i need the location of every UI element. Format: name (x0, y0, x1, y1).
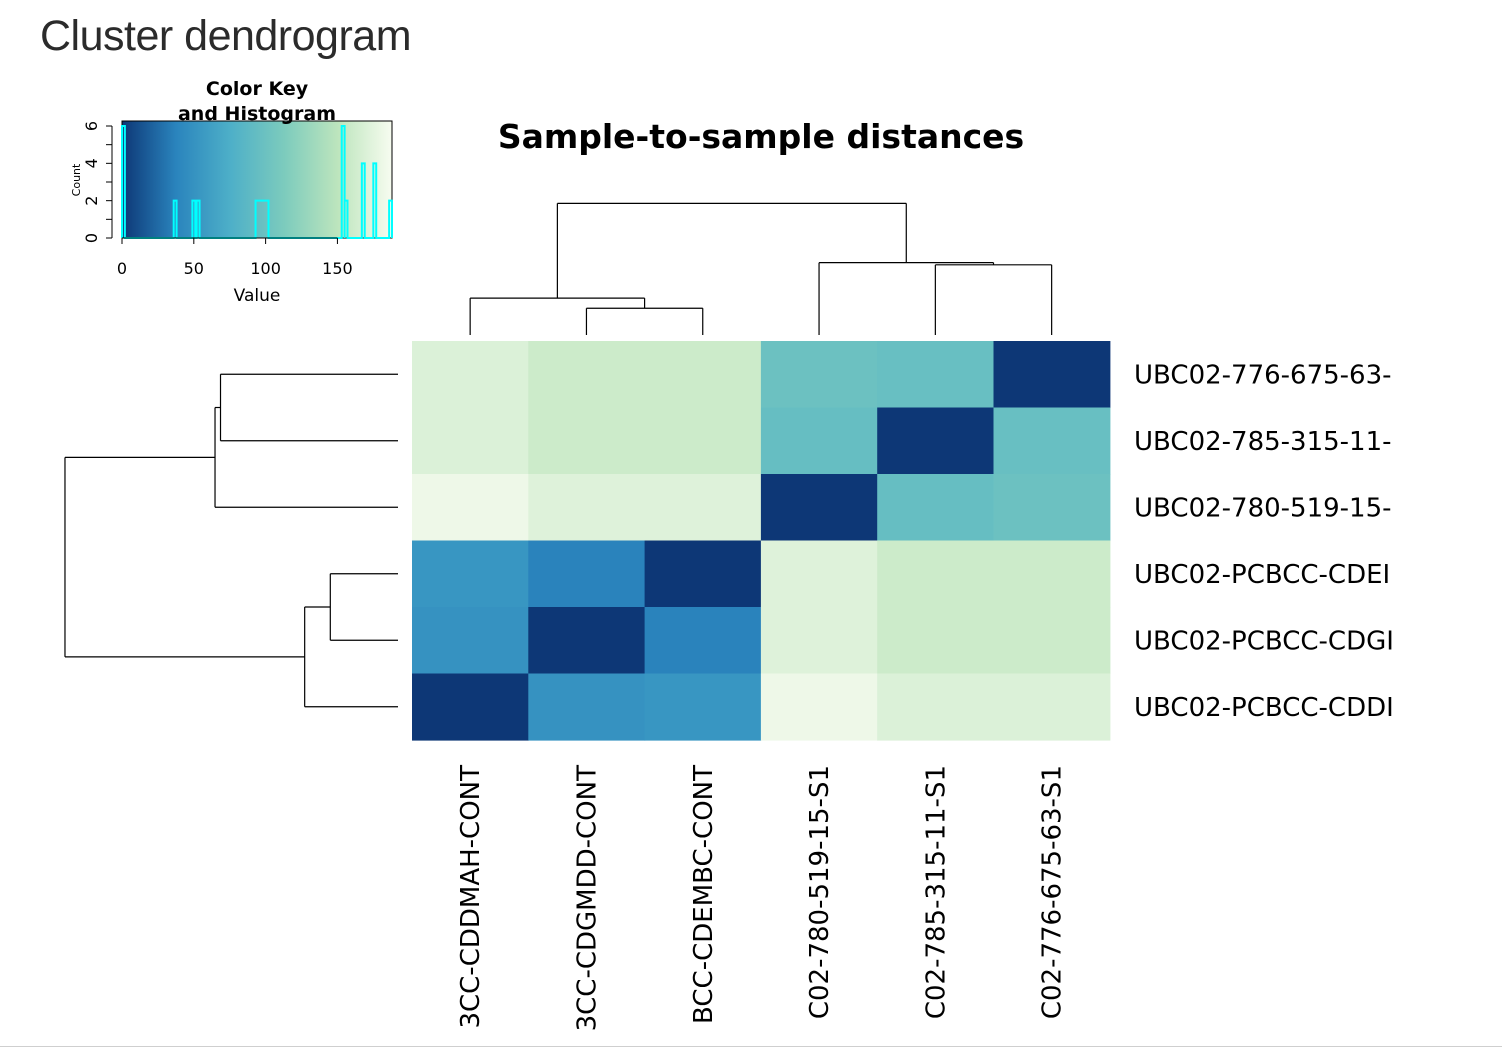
row-labels: UBC02-776-675-63- UBC02-785-315-11- UBC02-… (1134, 360, 1394, 723)
heatmap-cell (644, 607, 762, 675)
row-label: UBC02-780-519-15- (1134, 493, 1392, 523)
heatmap-cell (877, 474, 995, 542)
heatmap-cell (412, 540, 529, 608)
heatmap-cell (412, 673, 529, 741)
x-tick-label: 0 (117, 259, 127, 278)
heatmap-cell (528, 474, 646, 542)
heatmap-cell (993, 341, 1111, 409)
heatmap-cell (760, 341, 878, 409)
x-tick-label: 100 (250, 259, 281, 278)
heatmap-cell (760, 474, 878, 542)
heatmap-cell (760, 540, 878, 608)
heatmap-cell (412, 341, 529, 409)
x-axis-label: Value (234, 286, 281, 306)
heatmap-cell (760, 607, 878, 675)
y-tick-label: 0 (82, 233, 101, 243)
heatmap-cell (412, 607, 529, 675)
heatmap-cell (877, 607, 995, 675)
y-tick-label: 6 (82, 121, 101, 131)
y-axis-label: Count (70, 163, 83, 196)
heatmap-cell (644, 673, 762, 741)
heatmap-cell (877, 540, 995, 608)
heatmap-cell (993, 540, 1111, 608)
heatmap-cell (644, 474, 762, 542)
column-label: 3CC-CDDMAH-CONT (456, 765, 486, 1029)
y-tick-label: 2 (82, 196, 101, 206)
bottom-divider (0, 1046, 1502, 1047)
column-label: C02-780-519-15-S1 (805, 765, 835, 1019)
color-key-title: and Histogram (178, 103, 336, 125)
column-label: BCC-CDEMBC-CONT (689, 765, 719, 1024)
heatmap-cells (412, 341, 1111, 741)
x-tick-label: 150 (322, 259, 353, 278)
column-labels: 3CC-CDDMAH-CONT 3CC-CDGMDD-CONT BCC-CDEMBC… (456, 765, 1068, 1031)
color-key: Color Key and Histogram 0 50 100 150 Value 0 2 4 6… (70, 78, 393, 306)
heatmap-cell (528, 607, 646, 675)
y-tick-label: 4 (82, 158, 101, 168)
row-label: UBC02-PCBCC-CDGI (1134, 626, 1394, 656)
heatmap-cell (993, 474, 1111, 542)
column-label: C02-785-315-11-S1 (921, 765, 951, 1019)
heatmap-cell (877, 673, 995, 741)
heatmap-cell (877, 341, 995, 409)
heatmap-cell (528, 540, 646, 608)
heatmap-cell (644, 540, 762, 608)
heatmap-cell (412, 474, 529, 542)
heatmap-cell (760, 407, 878, 475)
heatmap-cell (877, 407, 995, 475)
page-title: Cluster dendrogram (40, 12, 412, 60)
chart-title-layer: Sample-to-sample distances (498, 117, 1024, 156)
heatmap-cell (993, 607, 1111, 675)
column-dendrogram (469, 202, 1053, 335)
heatmap-cell (760, 673, 878, 741)
x-tick-label: 50 (184, 259, 204, 278)
heatmap-cell (993, 673, 1111, 741)
heatmap-cell (528, 673, 646, 741)
color-key-title: Color Key (206, 78, 309, 100)
row-label: UBC02-PCBCC-CDDI (1134, 693, 1394, 723)
heatmap-cell (993, 407, 1111, 475)
heatmap-cell (644, 341, 762, 409)
heatmap-cell (528, 407, 646, 475)
heatmap-cell (412, 407, 529, 475)
row-label: UBC02-776-675-63- (1134, 360, 1392, 390)
row-label: UBC02-785-315-11- (1134, 427, 1392, 457)
column-label: C02-776-675-63-S1 (1038, 765, 1068, 1019)
column-label: 3CC-CDGMDD-CONT (572, 765, 602, 1031)
chart-title: Sample-to-sample distances (498, 117, 1024, 156)
row-label: UBC02-PCBCC-CDEI (1134, 560, 1390, 590)
row-dendrogram (64, 373, 398, 708)
heatmap-cell (528, 341, 646, 409)
color-key-gradient (121, 120, 393, 239)
heatmap-cell (644, 407, 762, 475)
